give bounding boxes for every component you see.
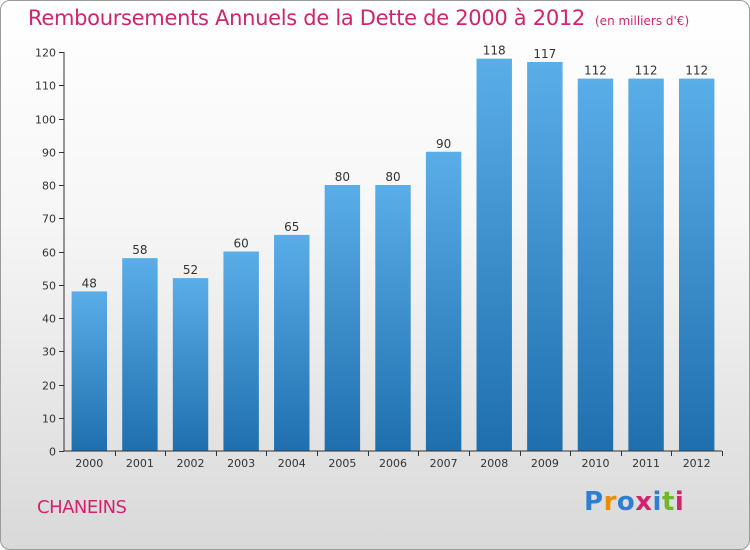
bar [527, 61, 563, 451]
bar [476, 58, 512, 452]
y-tick-label: 10 [42, 413, 56, 426]
x-tick-label: 2008 [480, 457, 508, 470]
y-tick-label: 110 [35, 80, 56, 93]
data-label: 118 [483, 44, 506, 58]
x-tick-label: 2011 [632, 457, 660, 470]
y-tick-label: 100 [35, 114, 56, 127]
bar [223, 251, 259, 451]
y-tick-label: 80 [42, 180, 56, 193]
y-tick-label: 120 [35, 47, 56, 60]
y-tick-label: 0 [49, 446, 56, 459]
logo-letter: r [603, 487, 617, 517]
proxiti-logo: Proxiti [584, 487, 684, 517]
x-tick-label: 2007 [430, 457, 458, 470]
logo-letter: t [661, 487, 675, 517]
bar [71, 291, 108, 451]
data-label: 52 [183, 263, 198, 277]
data-label: 80 [385, 170, 400, 184]
y-tick-label: 40 [42, 313, 56, 326]
data-label: 117 [533, 47, 556, 61]
data-label: 80 [335, 170, 350, 184]
bar [375, 185, 411, 451]
logo-letter: i [652, 487, 662, 517]
data-label: 112 [584, 64, 607, 78]
y-tick-label: 20 [42, 380, 56, 393]
chart-title-text: Remboursements Annuels de la Dette de 20… [28, 6, 585, 30]
y-tick-label: 30 [42, 346, 56, 359]
x-tick-label: 2002 [177, 457, 205, 470]
y-tick-label: 50 [42, 280, 56, 293]
y-tick-label: 60 [42, 247, 56, 260]
x-tick-label: 2009 [531, 457, 559, 470]
logo-letter: o [616, 487, 636, 517]
x-tick-label: 2003 [227, 457, 255, 470]
chart-unit: (en milliers d'€) [595, 14, 690, 28]
x-tick-label: 2012 [683, 457, 711, 470]
y-tick-label: 90 [42, 147, 56, 160]
logo-letter: i [674, 487, 685, 517]
logo-letter: P [584, 487, 604, 517]
data-label: 112 [685, 64, 708, 78]
bar [425, 151, 462, 451]
bar [678, 78, 715, 451]
y-tick-label: 70 [42, 213, 56, 226]
data-label: 58 [132, 243, 147, 257]
bar [172, 278, 209, 451]
chart-title: Remboursements Annuels de la Dette de 20… [28, 6, 689, 30]
bar [274, 234, 310, 451]
x-tick-label: 2005 [328, 457, 356, 470]
bar [122, 258, 158, 451]
x-tick-label: 2010 [581, 457, 609, 470]
x-tick-label: 2000 [75, 457, 103, 470]
x-tick-label: 2004 [278, 457, 306, 470]
data-label: 90 [436, 137, 451, 151]
data-label: 60 [234, 237, 249, 251]
x-tick-label: 2006 [379, 457, 407, 470]
x-tick-label: 2001 [126, 457, 154, 470]
bar [577, 78, 614, 451]
data-label: 48 [82, 276, 97, 290]
bar [628, 78, 664, 451]
bar [324, 185, 361, 451]
data-label: 112 [635, 64, 658, 78]
data-label: 65 [284, 220, 299, 234]
logo-letter: x [635, 487, 653, 517]
commune-name: CHANEINS [37, 497, 127, 518]
